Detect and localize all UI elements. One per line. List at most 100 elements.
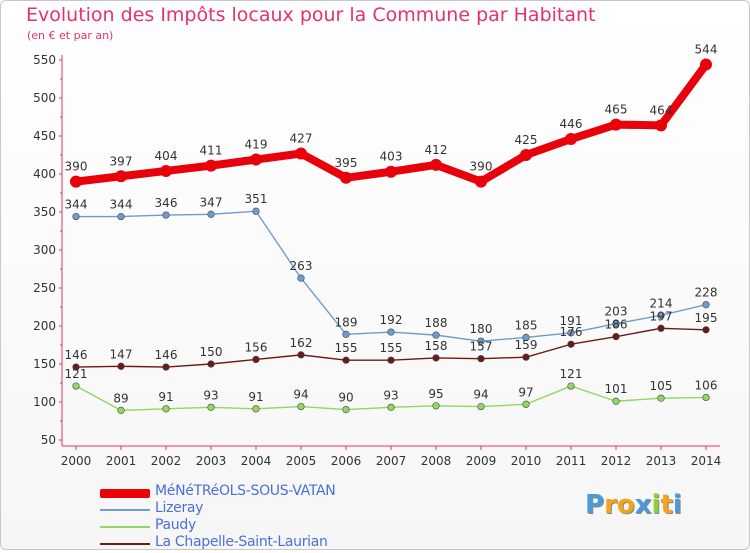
data-point-la-chapelle xyxy=(252,355,260,364)
logo-letter: x xyxy=(634,490,652,520)
data-point-menetreols xyxy=(520,149,532,161)
chart-subtitle: (en € et par an) xyxy=(27,29,114,42)
data-label-paudy: 91 xyxy=(248,390,263,404)
data-point-menetreols xyxy=(475,175,487,188)
x-tick-label: 2003 xyxy=(196,454,227,468)
x-tick-label: 2009 xyxy=(466,454,497,468)
data-label-la-chapelle: 162 xyxy=(290,336,313,350)
x-tick-label: 2001 xyxy=(106,454,137,468)
data-point-la-chapelle xyxy=(297,351,305,359)
series-lizeray xyxy=(72,207,710,345)
logo-letter: r xyxy=(604,490,617,520)
data-label-la-chapelle: 159 xyxy=(515,338,538,352)
data-label-menetreols: 425 xyxy=(515,133,538,147)
y-tick-label: 550 xyxy=(33,53,56,67)
data-label-paudy: 91 xyxy=(158,390,173,404)
data-point-lizeray xyxy=(297,274,305,282)
logo-letter: o xyxy=(616,490,635,520)
data-point-paudy xyxy=(432,402,440,410)
data-point-paudy xyxy=(612,397,620,405)
y-tick-label: 300 xyxy=(33,243,56,257)
logo-letter: P xyxy=(585,490,605,520)
data-point-paudy xyxy=(567,382,575,390)
data-label-paudy: 121 xyxy=(560,367,583,381)
series-layer xyxy=(70,58,712,414)
data-label-lizeray: 344 xyxy=(110,198,133,212)
data-label-menetreols: 390 xyxy=(65,160,88,174)
y-tick-label: 150 xyxy=(33,357,56,371)
data-point-la-chapelle xyxy=(432,354,440,362)
data-label-lizeray: 192 xyxy=(380,313,403,327)
data-point-menetreols xyxy=(115,170,127,183)
data-point-lizeray xyxy=(162,211,170,219)
x-tick-label: 2008 xyxy=(421,454,452,468)
data-label-lizeray: 203 xyxy=(605,305,628,319)
data-point-paudy xyxy=(297,402,305,411)
data-label-menetreols: 544 xyxy=(695,43,718,57)
y-tick-label: 200 xyxy=(33,319,56,333)
data-point-menetreols xyxy=(160,164,172,177)
data-point-lizeray xyxy=(72,212,80,221)
legend-swatch-la-chapelle xyxy=(100,543,150,545)
data-point-la-chapelle xyxy=(477,355,485,363)
x-tick-label: 2013 xyxy=(646,454,677,468)
data-label-menetreols: 411 xyxy=(200,144,223,158)
data-labels-layer: 390 397 404 411 419 427 395 403 412 390 425 446 465 4… xyxy=(65,43,718,406)
data-label-menetreols: 390 xyxy=(470,160,493,174)
data-point-paudy xyxy=(207,403,215,411)
data-point-la-chapelle xyxy=(702,326,710,334)
data-point-lizeray xyxy=(252,207,260,215)
data-label-la-chapelle: 197 xyxy=(650,309,673,323)
data-label-paudy: 97 xyxy=(518,385,533,399)
data-label-la-chapelle: 147 xyxy=(110,347,133,361)
data-label-paudy: 93 xyxy=(383,388,398,402)
x-tick-label: 2011 xyxy=(556,454,587,468)
series-paudy xyxy=(72,382,710,414)
data-point-lizeray xyxy=(207,210,215,218)
data-point-menetreols xyxy=(655,119,667,132)
axes: 50 100 150 200 250 300 350 400 450 500 550 2000 2001… xyxy=(33,53,721,468)
data-label-paudy: 101 xyxy=(605,382,628,396)
data-point-la-chapelle xyxy=(567,340,575,348)
data-point-lizeray xyxy=(432,331,440,339)
y-tick-label: 100 xyxy=(33,395,56,409)
y-tick-label: 250 xyxy=(33,281,56,295)
data-point-menetreols xyxy=(565,133,577,146)
data-point-la-chapelle xyxy=(387,356,395,364)
x-tick-label: 2014 xyxy=(691,454,722,468)
data-label-la-chapelle: 195 xyxy=(695,311,718,325)
data-label-paudy: 93 xyxy=(203,388,218,402)
x-tick-label: 2004 xyxy=(241,454,272,468)
data-label-la-chapelle: 150 xyxy=(200,345,223,359)
data-label-menetreols: 446 xyxy=(560,117,583,131)
data-point-menetreols xyxy=(250,153,262,166)
data-point-la-chapelle xyxy=(72,363,80,371)
data-label-lizeray: 344 xyxy=(65,198,88,212)
legend-swatch-lizeray xyxy=(100,509,150,511)
data-point-paudy xyxy=(657,394,665,402)
data-label-la-chapelle: 157 xyxy=(470,340,493,354)
logo-letter: t xyxy=(660,490,673,520)
y-tick-label: 500 xyxy=(33,91,56,105)
data-point-lizeray xyxy=(612,320,620,328)
data-point-paudy xyxy=(477,402,485,411)
data-label-menetreols: 464 xyxy=(650,103,673,117)
data-point-menetreols xyxy=(700,58,712,71)
data-label-menetreols: 404 xyxy=(155,149,178,163)
data-label-lizeray: 228 xyxy=(695,286,718,300)
data-label-menetreols: 412 xyxy=(425,143,448,157)
data-label-menetreols: 465 xyxy=(605,103,628,117)
data-point-paudy xyxy=(117,406,125,414)
data-label-la-chapelle: 158 xyxy=(425,339,448,353)
data-point-lizeray xyxy=(117,212,125,221)
data-label-menetreols: 395 xyxy=(335,156,358,170)
data-point-lizeray xyxy=(567,329,575,337)
data-label-menetreols: 397 xyxy=(110,154,133,168)
data-label-menetreols: 419 xyxy=(245,138,268,152)
data-point-menetreols xyxy=(205,159,217,172)
data-point-lizeray xyxy=(522,333,530,342)
legend-label-lizeray: Lizeray xyxy=(155,500,204,516)
data-label-la-chapelle: 155 xyxy=(335,341,358,355)
